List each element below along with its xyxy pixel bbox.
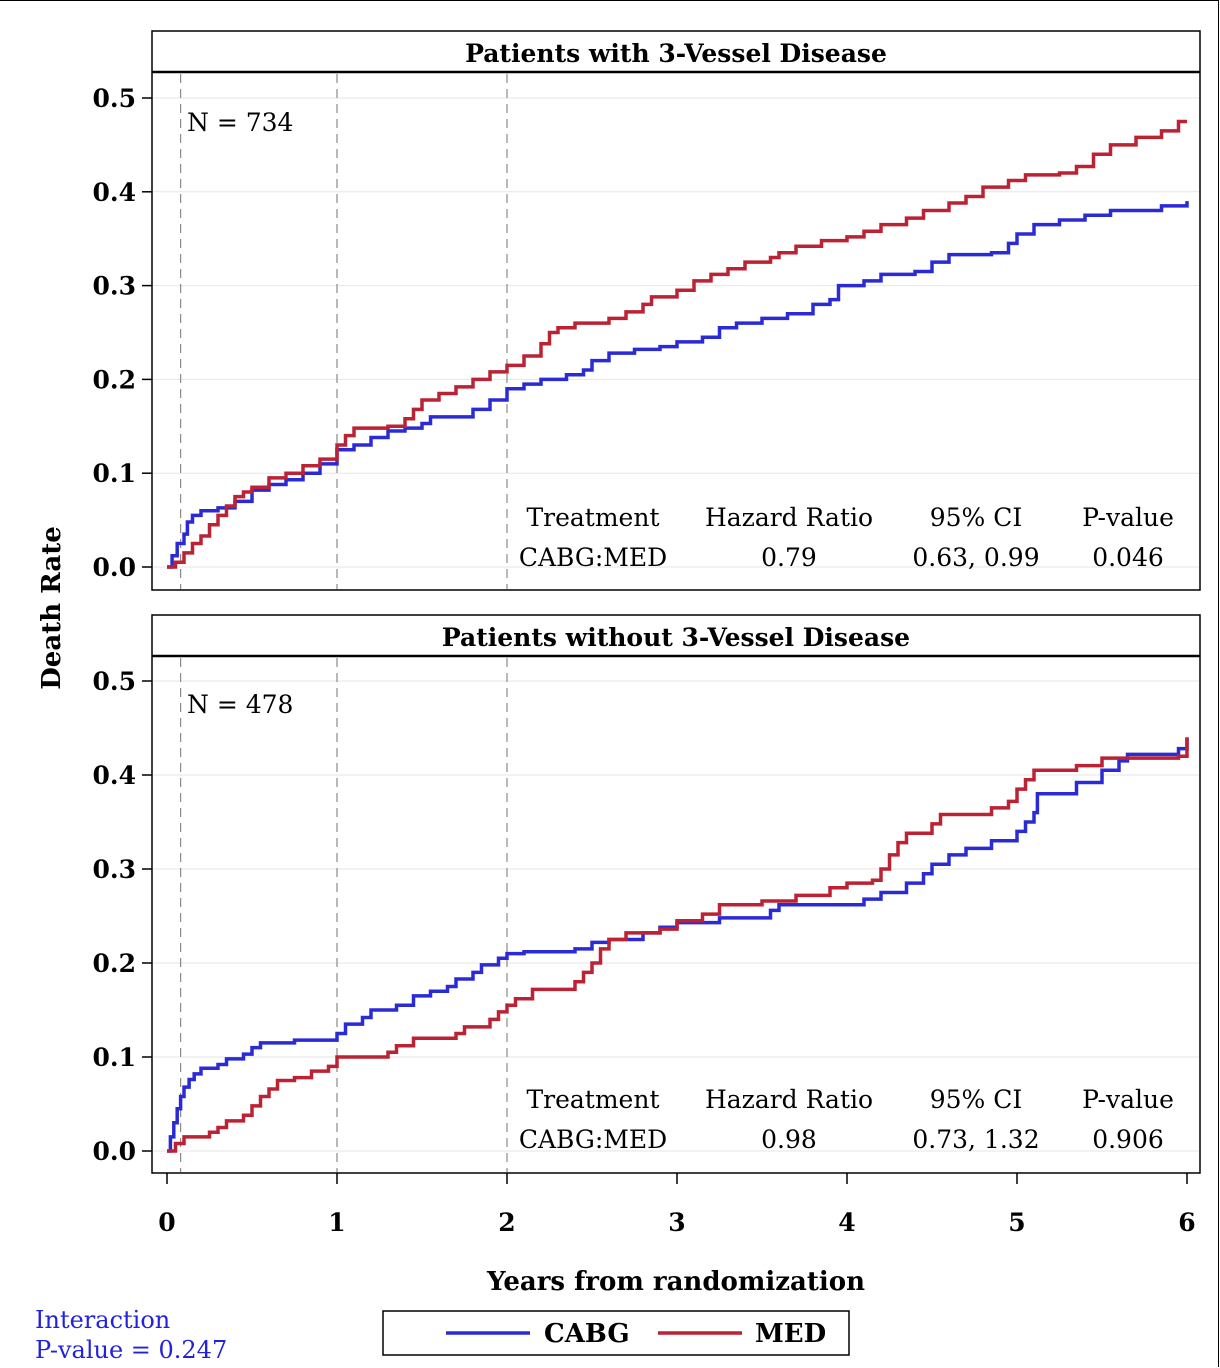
stats-value-ci: 0.73, 1.32	[912, 1125, 1039, 1154]
stats-header-hazard-ratio: Hazard Ratio	[705, 1085, 873, 1114]
y-tick-label: 0.1	[93, 459, 137, 488]
stats-value-treatment: CABG:MED	[519, 1125, 667, 1154]
y-tick-label: 0.3	[93, 272, 137, 301]
y-tick-label: 0.4	[93, 178, 137, 207]
x-axis-ticks: 0 1 2 3 4 5 6	[158, 1173, 1196, 1237]
panel-top-stats-table: Treatment Hazard Ratio 95% CI P-value CA…	[519, 503, 1174, 572]
panel-top: Patients with 3-Vessel Disease 0.0 0.1 0.2…	[93, 30, 1201, 591]
stats-header-pvalue: P-value	[1082, 503, 1174, 532]
interaction-pvalue: P-value = 0.247	[35, 1336, 227, 1364]
y-tick-label: 0.0	[93, 1137, 137, 1166]
panel-top-border	[151, 30, 1201, 591]
y-tick-label: 0.4	[93, 761, 137, 790]
x-axis-label: Years from randomization	[486, 1267, 865, 1297]
stats-header-ci: 95% CI	[930, 503, 1023, 532]
legend-label-cabg: CABG	[544, 1319, 630, 1349]
x-tick-label: 0	[158, 1208, 175, 1237]
stats-value-hazard-ratio: 0.79	[761, 543, 817, 572]
x-tick-label: 6	[1178, 1208, 1195, 1237]
panel-bottom-stats-table: Treatment Hazard Ratio 95% CI P-value CA…	[519, 1085, 1174, 1154]
stats-value-ci: 0.63, 0.99	[912, 543, 1039, 572]
panel-bottom-n-label: N = 478	[187, 690, 293, 719]
stats-value-treatment: CABG:MED	[519, 543, 667, 572]
stats-header-ci: 95% CI	[930, 1085, 1023, 1114]
series-line-cabg	[167, 201, 1189, 569]
series-line-cabg	[167, 737, 1189, 1153]
stats-header-hazard-ratio: Hazard Ratio	[705, 503, 873, 532]
y-tick-label: 0.1	[93, 1043, 137, 1072]
panel-bottom-reference-lines	[180, 658, 508, 1172]
y-tick-label: 0.2	[93, 365, 137, 394]
panel-bottom-series	[167, 737, 1189, 1153]
panel-top-y-ticks: 0.0 0.1 0.2 0.3 0.4 0.5	[93, 84, 152, 582]
legend: CABG MED	[382, 1310, 850, 1356]
panel-bottom-border	[151, 614, 1201, 1174]
stats-value-hazard-ratio: 0.98	[761, 1125, 817, 1154]
y-tick-label: 0.0	[93, 553, 137, 582]
panel-bottom-grid	[153, 680, 1199, 1152]
legend-label-med: MED	[755, 1319, 826, 1349]
y-tick-label: 0.3	[93, 855, 137, 884]
panel-top-reference-lines	[180, 74, 508, 589]
panel-top-n-label: N = 734	[187, 108, 293, 137]
y-tick-label: 0.2	[93, 949, 137, 978]
panel-bottom: Patients without 3-Vessel Disease 0.0 0.1…	[93, 614, 1201, 1174]
stats-value-pvalue: 0.046	[1092, 543, 1164, 572]
panel-bottom-y-ticks: 0.0 0.1 0.2 0.3 0.4 0.5	[93, 667, 152, 1166]
panel-top-grid	[153, 97, 1199, 568]
panel-top-title: Patients with 3-Vessel Disease	[465, 39, 887, 68]
stats-header-treatment: Treatment	[526, 503, 659, 532]
series-line-med	[167, 737, 1189, 1153]
x-tick-label: 4	[838, 1208, 855, 1237]
interaction-label: Interaction	[35, 1306, 170, 1334]
x-tick-label: 2	[498, 1208, 515, 1237]
x-tick-label: 1	[328, 1208, 345, 1237]
y-axis-label: Death Rate	[37, 526, 67, 690]
y-tick-label: 0.5	[93, 84, 137, 113]
stats-header-treatment: Treatment	[526, 1085, 659, 1114]
stats-value-pvalue: 0.906	[1092, 1125, 1164, 1154]
y-tick-label: 0.5	[93, 667, 137, 696]
panel-top-series	[167, 119, 1189, 569]
x-tick-label: 3	[668, 1208, 685, 1237]
panel-bottom-title: Patients without 3-Vessel Disease	[442, 623, 910, 652]
series-line-med	[167, 119, 1187, 569]
x-tick-label: 5	[1008, 1208, 1025, 1237]
stats-header-pvalue: P-value	[1082, 1085, 1174, 1114]
